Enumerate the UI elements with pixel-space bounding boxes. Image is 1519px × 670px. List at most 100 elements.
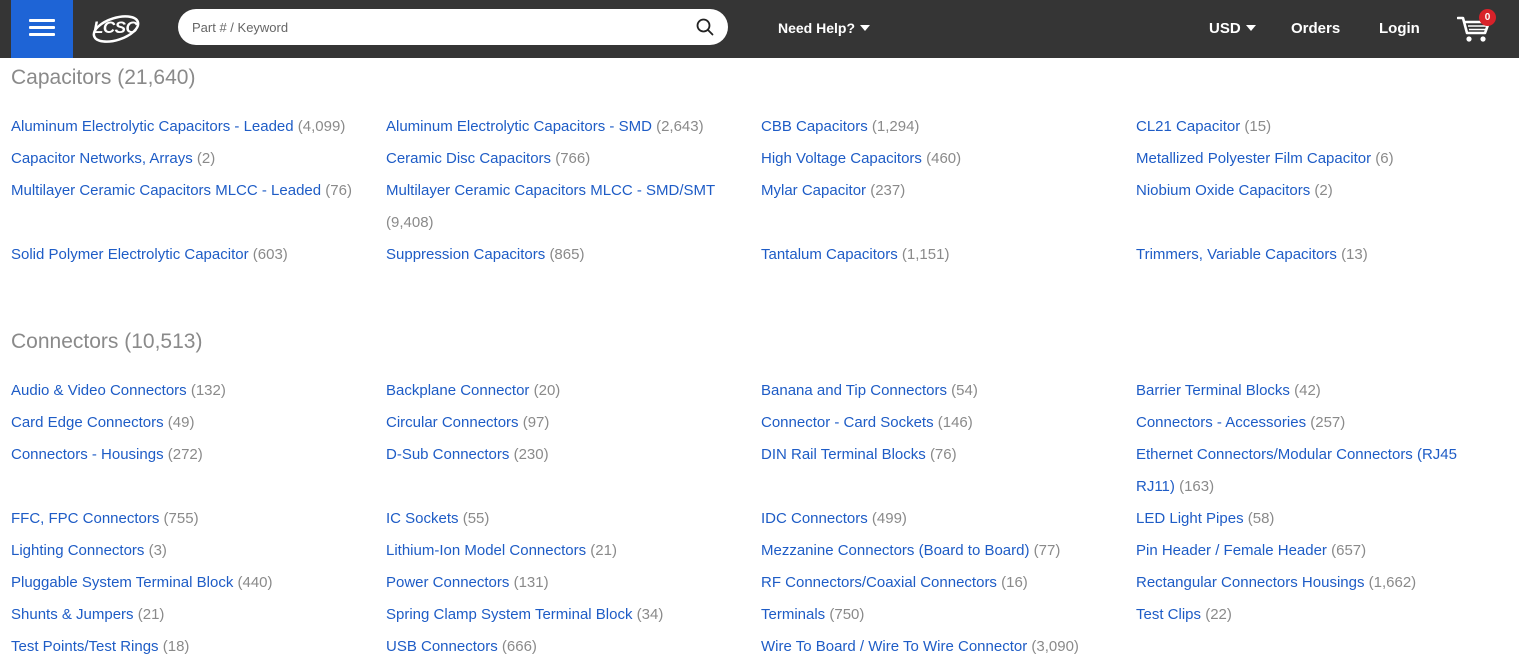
logo-text: LCSC (93, 18, 138, 37)
category-item: Aluminum Electrolytic Capacitors - Leade… (11, 111, 371, 143)
category-link[interactable]: Pin Header / Female Header (1136, 542, 1327, 559)
currency-selector[interactable]: USD (1209, 20, 1256, 37)
category-item: CL21 Capacitor (15) (1136, 111, 1496, 143)
category-item: IDC Connectors (499) (761, 503, 1121, 535)
chevron-down-icon (860, 25, 871, 32)
category-link[interactable]: DIN Rail Terminal Blocks (761, 446, 926, 463)
category-link[interactable]: Connector - Card Sockets (761, 414, 934, 431)
category-item: DIN Rail Terminal Blocks (76) (761, 439, 1121, 471)
category-link[interactable]: LED Light Pipes (1136, 510, 1244, 527)
category-count: (3,090) (1031, 638, 1079, 655)
category-link[interactable]: Pluggable System Terminal Block (11, 574, 234, 591)
category-link[interactable]: Multilayer Ceramic Capacitors MLCC - Lea… (11, 182, 322, 199)
category-count: (15) (1244, 118, 1272, 135)
category-count: (1,151) (901, 246, 950, 263)
category-item: Connector - Card Sockets (146) (761, 407, 1121, 439)
category-link[interactable]: Audio & Video Connectors (11, 382, 187, 399)
search-input[interactable] (192, 9, 682, 45)
login-link[interactable]: Login (1379, 20, 1420, 37)
category-link[interactable]: Connectors - Housings (11, 446, 164, 463)
category-link[interactable]: Terminals (761, 606, 826, 623)
category-item: Spring Clamp System Terminal Block (34) (386, 599, 746, 631)
section-name: Connectors (11, 330, 119, 353)
category-link[interactable]: Mezzanine Connectors (Board to Board) (761, 542, 1030, 559)
category-link[interactable]: Test Clips (1136, 606, 1202, 623)
category-link[interactable]: Lithium-Ion Model Connectors (386, 542, 587, 559)
category-link[interactable]: FFC, FPC Connectors (11, 510, 160, 527)
category-link[interactable]: Aluminum Electrolytic Capacitors - SMD (386, 118, 652, 135)
section-count: (21,640) (117, 66, 196, 89)
category-link[interactable]: Spring Clamp System Terminal Block (386, 606, 633, 623)
section-title-capacitors: Capacitors (21,640) (11, 66, 195, 90)
category-link[interactable]: RF Connectors/Coaxial Connectors (761, 574, 997, 591)
category-link[interactable]: Suppression Capacitors (386, 246, 546, 263)
category-link[interactable]: Circular Connectors (386, 414, 519, 431)
category-link[interactable]: Card Edge Connectors (11, 414, 164, 431)
category-link[interactable]: Solid Polymer Electrolytic Capacitor (11, 246, 249, 263)
category-count: (42) (1294, 382, 1321, 399)
lcsc-logo[interactable]: LCSC (91, 12, 141, 46)
category-item: High Voltage Capacitors (460) (761, 143, 1121, 175)
category-link[interactable]: Aluminum Electrolytic Capacitors - Leade… (11, 118, 294, 135)
category-link[interactable]: Ethernet Connectors/Modular Connectors (… (1136, 446, 1457, 495)
category-item: Shunts & Jumpers (21) (11, 599, 371, 631)
category-item: Lighting Connectors (3) (11, 535, 371, 567)
orders-link[interactable]: Orders (1291, 20, 1341, 37)
category-count: (2,643) (656, 118, 704, 135)
category-link[interactable]: Niobium Oxide Capacitors (1136, 182, 1311, 199)
category-item: Audio & Video Connectors (132) (11, 375, 371, 407)
category-link[interactable]: Barrier Terminal Blocks (1136, 382, 1290, 399)
category-link[interactable]: Metallized Polyester Film Capacitor (1136, 150, 1372, 167)
category-item: Circular Connectors (97) (386, 407, 746, 439)
category-link[interactable]: Trimmers, Variable Capacitors (1136, 246, 1337, 263)
category-link[interactable]: CL21 Capacitor (1136, 118, 1241, 135)
category-link[interactable]: Rectangular Connectors Housings (1136, 574, 1365, 591)
category-link[interactable]: Lighting Connectors (11, 542, 145, 559)
category-count: (146) (937, 414, 973, 431)
category-count: (603) (252, 246, 288, 263)
category-item: Connectors - Housings (272) (11, 439, 371, 471)
category-item: Connectors - Accessories (257) (1136, 407, 1496, 439)
category-link[interactable]: Test Points/Test Rings (11, 638, 159, 655)
category-item: IC Sockets (55) (386, 503, 746, 535)
category-link[interactable]: IC Sockets (386, 510, 459, 527)
category-count: (755) (163, 510, 199, 527)
category-count: (865) (549, 246, 585, 263)
category-count: (237) (870, 182, 906, 199)
category-link[interactable]: Multilayer Ceramic Capacitors MLCC - SMD… (386, 182, 715, 199)
category-count: (272) (167, 446, 203, 463)
need-help-dropdown[interactable]: Need Help? (778, 20, 871, 36)
category-item: Niobium Oxide Capacitors (2) (1136, 175, 1496, 207)
category-link[interactable]: IDC Connectors (761, 510, 868, 527)
category-count: (3) (148, 542, 167, 559)
category-item: Card Edge Connectors (49) (11, 407, 371, 439)
category-count: (13) (1341, 246, 1368, 263)
category-item: Lithium-Ion Model Connectors (21) (386, 535, 746, 567)
category-count: (230) (513, 446, 549, 463)
category-link[interactable]: Backplane Connector (386, 382, 530, 399)
category-link[interactable]: Connectors - Accessories (1136, 414, 1307, 431)
category-link[interactable]: CBB Capacitors (761, 118, 868, 135)
category-link[interactable]: D-Sub Connectors (386, 446, 510, 463)
category-link[interactable]: Power Connectors (386, 574, 510, 591)
search-icon[interactable] (696, 18, 714, 36)
category-link[interactable]: Wire To Board / Wire To Wire Connector (761, 638, 1028, 655)
category-link[interactable]: Banana and Tip Connectors (761, 382, 947, 399)
category-link[interactable]: Shunts & Jumpers (11, 606, 134, 623)
category-link[interactable]: High Voltage Capacitors (761, 150, 922, 167)
chevron-down-icon (1245, 25, 1256, 32)
category-count: (766) (555, 150, 591, 167)
category-count: (657) (1331, 542, 1367, 559)
category-item: RF Connectors/Coaxial Connectors (16) (761, 567, 1121, 599)
category-count: (54) (951, 382, 978, 399)
category-item: D-Sub Connectors (230) (386, 439, 746, 471)
category-link[interactable]: USB Connectors (386, 638, 498, 655)
category-count: (97) (522, 414, 550, 431)
category-link[interactable]: Ceramic Disc Capacitors (386, 150, 552, 167)
hamburger-menu-button[interactable] (11, 0, 73, 58)
category-link[interactable]: Mylar Capacitor (761, 182, 867, 199)
category-link[interactable]: Tantalum Capacitors (761, 246, 898, 263)
category-link[interactable]: Capacitor Networks, Arrays (11, 150, 193, 167)
category-count: (20) (533, 382, 561, 399)
category-item: Test Points/Test Rings (18) (11, 631, 371, 663)
